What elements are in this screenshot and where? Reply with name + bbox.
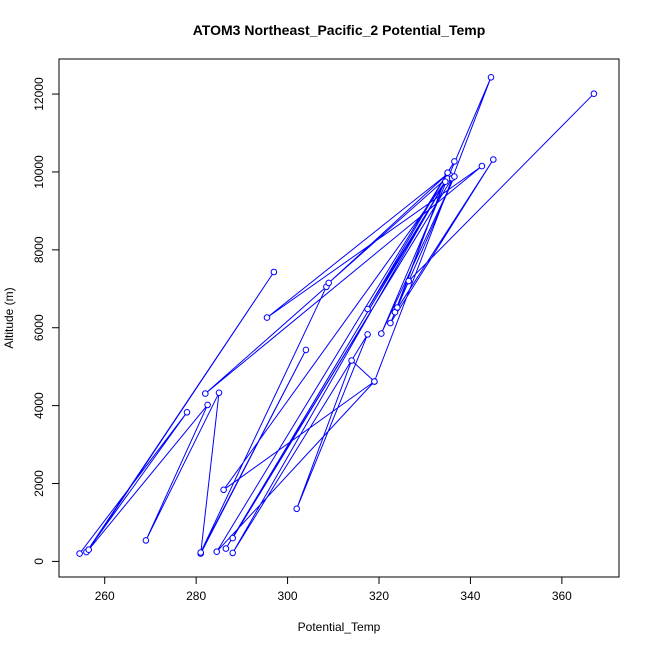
data-point	[76, 550, 83, 557]
data-point	[215, 389, 223, 397]
y-tick-label: 6000	[32, 314, 46, 341]
data-point	[478, 162, 486, 170]
x-tick-label: 320	[369, 589, 389, 603]
data-point	[364, 305, 371, 313]
data-point	[442, 178, 449, 185]
data-point	[229, 534, 236, 542]
data-point	[348, 357, 355, 364]
data-point	[85, 546, 92, 554]
y-tick-label: 8000	[32, 236, 46, 263]
data-point	[405, 277, 413, 285]
y-tick-label: 0	[32, 558, 46, 565]
data-point	[204, 401, 211, 409]
data-point	[263, 314, 271, 321]
data-point	[222, 545, 230, 552]
x-tick-label: 300	[278, 589, 298, 603]
x-tick-label: 260	[95, 589, 115, 603]
y-tick-label: 10000	[32, 155, 46, 189]
y-tick-label: 12000	[32, 77, 46, 111]
x-tick-label: 280	[186, 589, 206, 603]
y-axis-label: Altitude (m)	[2, 287, 16, 348]
plot-area	[79, 77, 595, 554]
x-tick-label: 360	[552, 589, 572, 603]
data-point	[590, 90, 598, 97]
data-point	[270, 268, 278, 276]
y-axis: 0 2000 4000 6000 8000 10000 12000	[32, 77, 59, 565]
data-point	[213, 548, 220, 556]
y-tick-label: 4000	[32, 392, 46, 419]
data-point	[293, 505, 301, 513]
data-point	[202, 390, 209, 397]
data-point	[387, 319, 394, 327]
data-point	[378, 330, 385, 337]
x-axis: 260 280 300 320 340 360	[95, 577, 572, 603]
data-points	[76, 74, 598, 557]
chart-title: ATOM3 Northeast_Pacific_2 Potential_Temp	[193, 22, 486, 38]
data-point	[451, 173, 458, 180]
data-point	[220, 486, 227, 494]
data-point	[371, 378, 378, 385]
series-line	[79, 77, 595, 554]
data-point	[444, 169, 451, 176]
x-axis-label: Potential_Temp	[298, 620, 381, 634]
data-point	[142, 537, 150, 544]
data-point	[183, 409, 191, 416]
data-point	[487, 74, 495, 81]
data-point	[229, 549, 236, 557]
plot-frame	[58, 58, 620, 578]
data-point	[451, 158, 458, 165]
data-point	[490, 156, 497, 163]
data-point	[325, 279, 333, 287]
data-point	[394, 304, 401, 311]
y-tick-label: 2000	[32, 470, 46, 497]
x-tick-label: 340	[460, 589, 480, 603]
data-point	[364, 331, 371, 338]
data-point	[197, 549, 204, 556]
data-point	[302, 346, 310, 354]
